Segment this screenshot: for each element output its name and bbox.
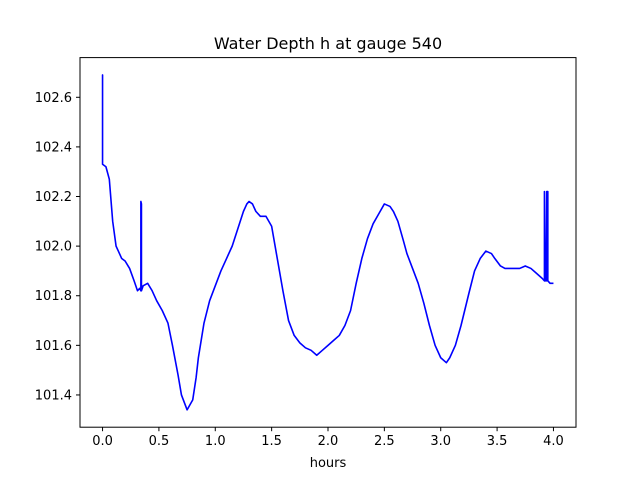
series-line-0 bbox=[101, 74, 554, 411]
plot-lines bbox=[101, 74, 554, 411]
x-tick-label: 2.5 bbox=[374, 434, 395, 449]
x-axis: 0.0 0.5 1.0 1.5 2.0 2.5 3.0 3.5 4.0 bbox=[92, 427, 564, 449]
y-tick-label: 101.8 bbox=[35, 289, 72, 304]
y-axis: 101.4 101.6 101.8 102.0 102.2 102.4 102.6 bbox=[35, 91, 80, 403]
y-tick-label: 101.4 bbox=[35, 388, 72, 403]
chart-title: Water Depth h at gauge 540 bbox=[214, 34, 442, 53]
y-tick-label: 102.6 bbox=[35, 91, 72, 106]
x-tick-label: 1.5 bbox=[261, 434, 282, 449]
x-tick-label: 3.5 bbox=[487, 434, 508, 449]
y-tick-label: 102.4 bbox=[35, 140, 72, 155]
y-tick-label: 101.6 bbox=[35, 339, 72, 354]
y-tick-label: 102.0 bbox=[35, 240, 72, 255]
y-tick-label: 102.2 bbox=[35, 190, 72, 205]
x-tick-label: 0.0 bbox=[92, 434, 113, 449]
x-tick-label: 1.0 bbox=[205, 434, 226, 449]
x-axis-label: hours bbox=[310, 456, 347, 471]
x-tick-label: 4.0 bbox=[543, 434, 564, 449]
x-tick-label: 0.5 bbox=[149, 434, 170, 449]
x-tick-label: 3.0 bbox=[430, 434, 451, 449]
x-tick-label: 2.0 bbox=[318, 434, 339, 449]
